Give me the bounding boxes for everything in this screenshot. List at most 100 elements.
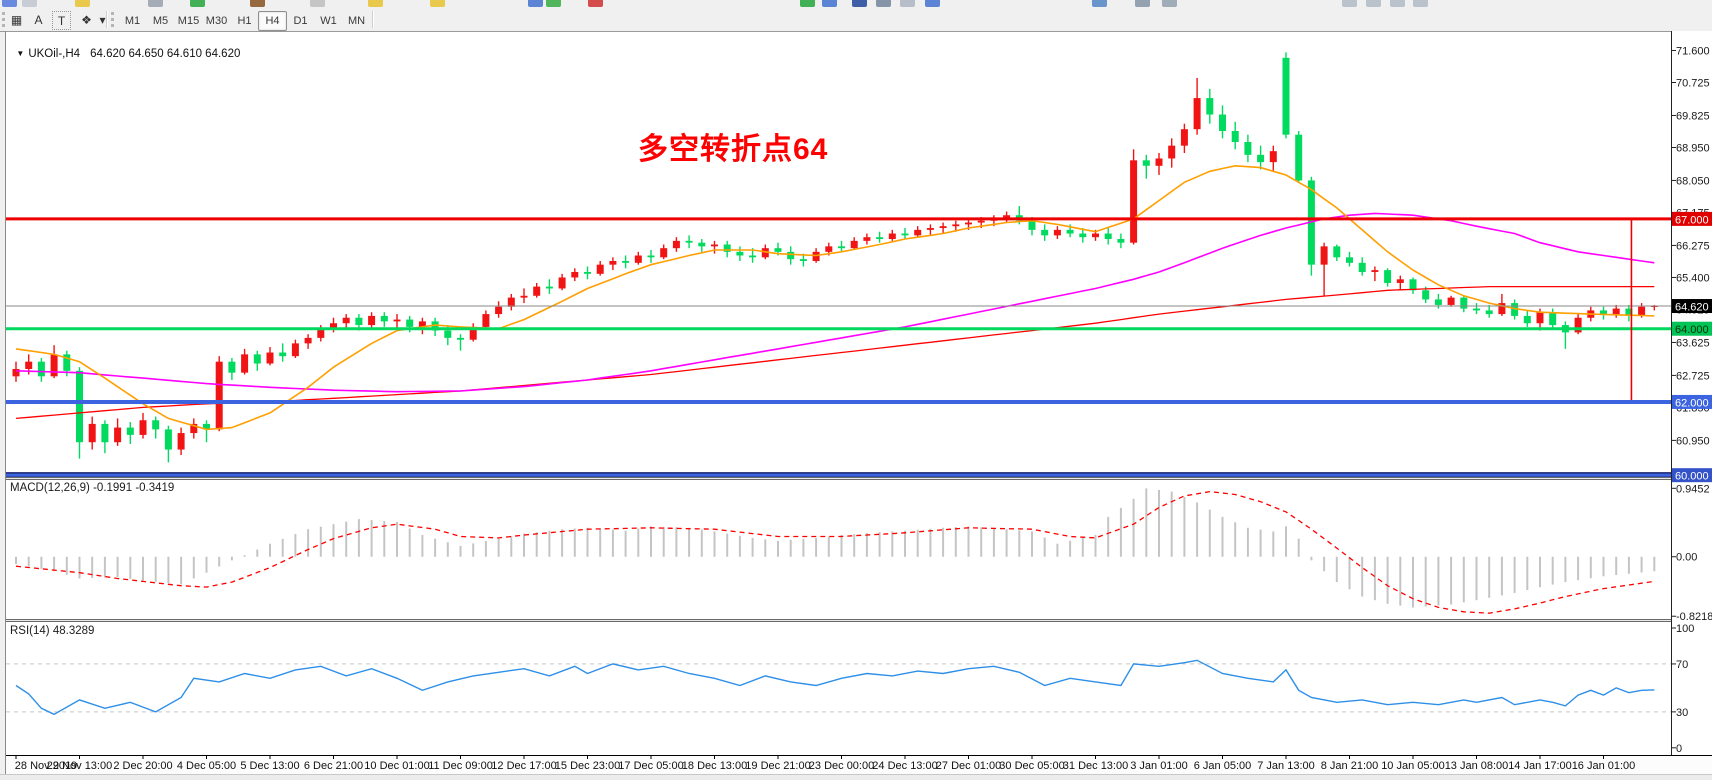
time-axis-label: 29 Nov 13:00 <box>47 760 112 772</box>
candle <box>1206 98 1214 115</box>
chart-title[interactable]: ▼ UKOil-,H4 64.620 64.650 64.610 64.620 <box>10 36 240 60</box>
rsi-tick-label: 30 <box>1676 707 1688 719</box>
svg-text:60.000: 60.000 <box>1675 471 1709 483</box>
toolbar-icon-stub[interactable] <box>1366 0 1381 7</box>
timeframe-button-h1[interactable]: H1 <box>237 15 252 27</box>
toolbar-icon-stub[interactable] <box>250 0 265 7</box>
toolbar-icon-stub[interactable] <box>310 0 325 7</box>
svg-text:67.000: 67.000 <box>1675 214 1709 226</box>
toolbar-icon-stub[interactable] <box>1092 0 1107 7</box>
toolbar-separator <box>106 11 107 28</box>
toolbar-icon-stub[interactable] <box>876 0 891 7</box>
candle <box>266 352 274 364</box>
toolbar-icon-stub[interactable] <box>822 0 837 7</box>
macd-main-value: -0.1991 <box>93 482 133 494</box>
candle <box>584 271 591 274</box>
candle <box>1346 257 1353 263</box>
candle <box>558 277 566 289</box>
chart-toolbar: ▦ A T ❖ ▾ M1 M5 M15 M30 H1 H4 D1 W1 MN <box>0 9 1712 31</box>
pane-separator[interactable] <box>6 477 1712 480</box>
pane-separator[interactable] <box>6 619 1712 622</box>
rsi-indicator-label: RSI(14) 48.3289 <box>10 625 95 637</box>
timeframe-button-m1[interactable]: M1 <box>124 15 141 27</box>
time-axis-label: 6 Dec 21:00 <box>304 760 363 772</box>
toolbar-icon-stub[interactable] <box>546 0 561 7</box>
candle <box>774 248 782 252</box>
candle <box>1041 229 1049 236</box>
toolbar-icon-stub[interactable] <box>588 0 603 7</box>
toolbar-icon-stub[interactable] <box>800 0 815 7</box>
candle <box>533 286 541 296</box>
timeframe-button-h4[interactable]: H4 <box>258 11 287 31</box>
toolbar-icon-stub[interactable] <box>1162 0 1177 7</box>
candle <box>723 244 731 252</box>
timeframe-button-m5[interactable]: M5 <box>152 15 169 27</box>
candle <box>177 433 185 450</box>
chart-collapse-icon[interactable]: ▼ <box>16 49 25 58</box>
toolbar-icon-stub[interactable] <box>1135 0 1150 7</box>
candle <box>711 244 718 247</box>
candle <box>215 361 223 430</box>
candle <box>914 229 922 236</box>
toolbar-icon-stub[interactable] <box>1390 0 1405 7</box>
candle <box>926 228 934 230</box>
status-bar-strip <box>0 774 1712 780</box>
toolbar-icon-stub[interactable] <box>148 0 163 7</box>
candle <box>190 423 198 434</box>
toolbar-icon-stub[interactable] <box>368 0 383 7</box>
toolbar-icon-stub[interactable] <box>22 0 37 7</box>
macd-signal-line <box>15 490 1655 614</box>
candle <box>1574 317 1582 333</box>
toolbar-icon-stub[interactable] <box>900 0 915 7</box>
candle <box>1269 151 1277 163</box>
candle <box>1549 312 1557 326</box>
toolbar-grip[interactable] <box>111 12 117 27</box>
candle <box>37 361 45 377</box>
chart-canvas[interactable]: 71.60070.72569.82568.95068.05067.17566.2… <box>0 31 1712 779</box>
time-axis-label: 6 Jan 05:00 <box>1194 760 1252 772</box>
toolbar-icon-stub[interactable] <box>190 0 205 7</box>
current-price-badge <box>1672 299 1712 314</box>
toolbar-icon-stub[interactable] <box>430 0 445 7</box>
toolbar-icon-stub[interactable] <box>75 0 90 7</box>
timeframe-button-d1[interactable]: D1 <box>293 15 308 27</box>
candle <box>1180 129 1188 146</box>
timeframe-button-m15[interactable]: M15 <box>177 15 200 27</box>
toolbar-icon-stub[interactable] <box>2 0 17 7</box>
candle <box>241 354 249 373</box>
candle <box>304 337 312 344</box>
toolbar-icon-stub[interactable] <box>925 0 940 7</box>
toolbar-icon-stub[interactable] <box>852 0 867 7</box>
candle <box>1028 220 1036 230</box>
candle <box>380 315 388 322</box>
crosshair-grid-icon[interactable]: ▦ <box>10 12 23 27</box>
price-tick-label: 60.950 <box>1676 435 1710 447</box>
toolbar-icon-stub[interactable] <box>1413 0 1428 7</box>
candle <box>368 315 376 326</box>
candle <box>330 323 337 329</box>
candle <box>406 319 414 327</box>
chart-symbol-timeframe: UKOil-,H4 <box>28 48 81 60</box>
text-tool-icon[interactable]: T <box>52 11 71 30</box>
shapes-dropdown-caret-icon[interactable]: ▾ <box>99 12 106 27</box>
candle <box>1117 239 1125 243</box>
candle <box>545 286 553 289</box>
time-axis-label: 7 Jan 13:00 <box>1257 760 1315 772</box>
toolbar-icon-stub[interactable] <box>528 0 543 7</box>
candle <box>1003 215 1011 219</box>
candle <box>152 420 160 430</box>
svg-text:62.000: 62.000 <box>1675 397 1709 409</box>
candle <box>1358 262 1366 272</box>
candle <box>279 352 287 357</box>
price-axis[interactable]: 71.60070.72569.82568.95068.05067.17566.2… <box>1671 31 1712 755</box>
timeframe-button-w1[interactable]: W1 <box>320 15 337 27</box>
timeframe-button-m30[interactable]: M30 <box>205 15 228 27</box>
toolbar-icon-stub[interactable] <box>1342 0 1357 7</box>
toolbar-grip[interactable] <box>2 12 8 27</box>
candle <box>1511 303 1519 316</box>
shapes-icon[interactable]: ❖ <box>81 12 92 27</box>
timeframe-button-mn[interactable]: MN <box>347 15 366 27</box>
text-label-icon[interactable]: A <box>34 12 43 27</box>
candle <box>634 255 642 263</box>
